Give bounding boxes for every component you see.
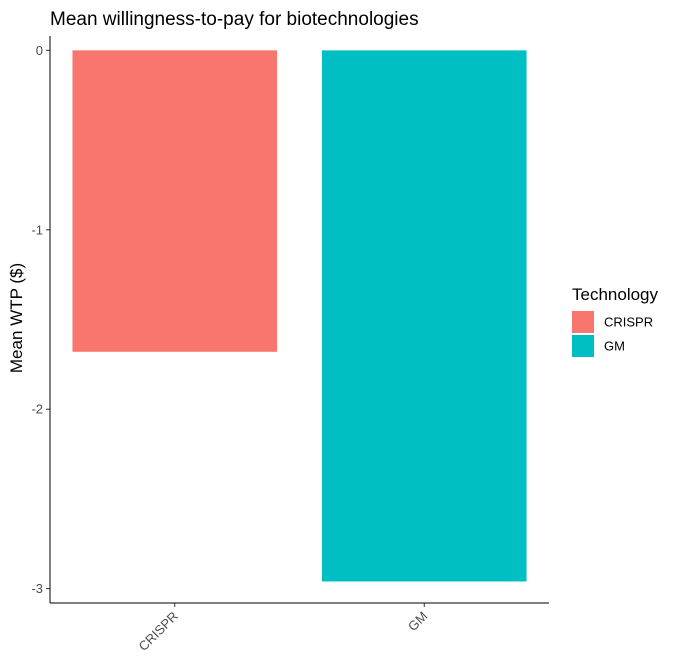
legend-entries: CRISPR GM xyxy=(572,311,653,357)
y-tick-label: -2 xyxy=(31,402,43,417)
x-tick-label: GM xyxy=(405,609,430,634)
bar-crispr xyxy=(72,50,278,352)
plot-area: CRISPR GM 0 -1 -2 -3 xyxy=(31,36,549,654)
legend-label-gm: GM xyxy=(604,339,625,354)
legend-title: Technology xyxy=(572,285,659,304)
y-tick-label: -3 xyxy=(31,581,43,596)
legend-label-crispr: CRISPR xyxy=(604,315,653,330)
legend-key-crispr xyxy=(572,311,594,333)
y-tick-label: 0 xyxy=(36,43,43,58)
legend: Technology CRISPR GM xyxy=(572,285,659,357)
bar-gm xyxy=(321,50,527,582)
y-tick-label: -1 xyxy=(31,222,43,237)
x-tick-label: CRISPR xyxy=(136,609,181,654)
chart-title: Mean willingness-to-pay for biotechnolog… xyxy=(50,9,419,30)
legend-key-gm xyxy=(572,335,594,357)
y-axis-title: Mean WTP ($) xyxy=(7,263,26,373)
